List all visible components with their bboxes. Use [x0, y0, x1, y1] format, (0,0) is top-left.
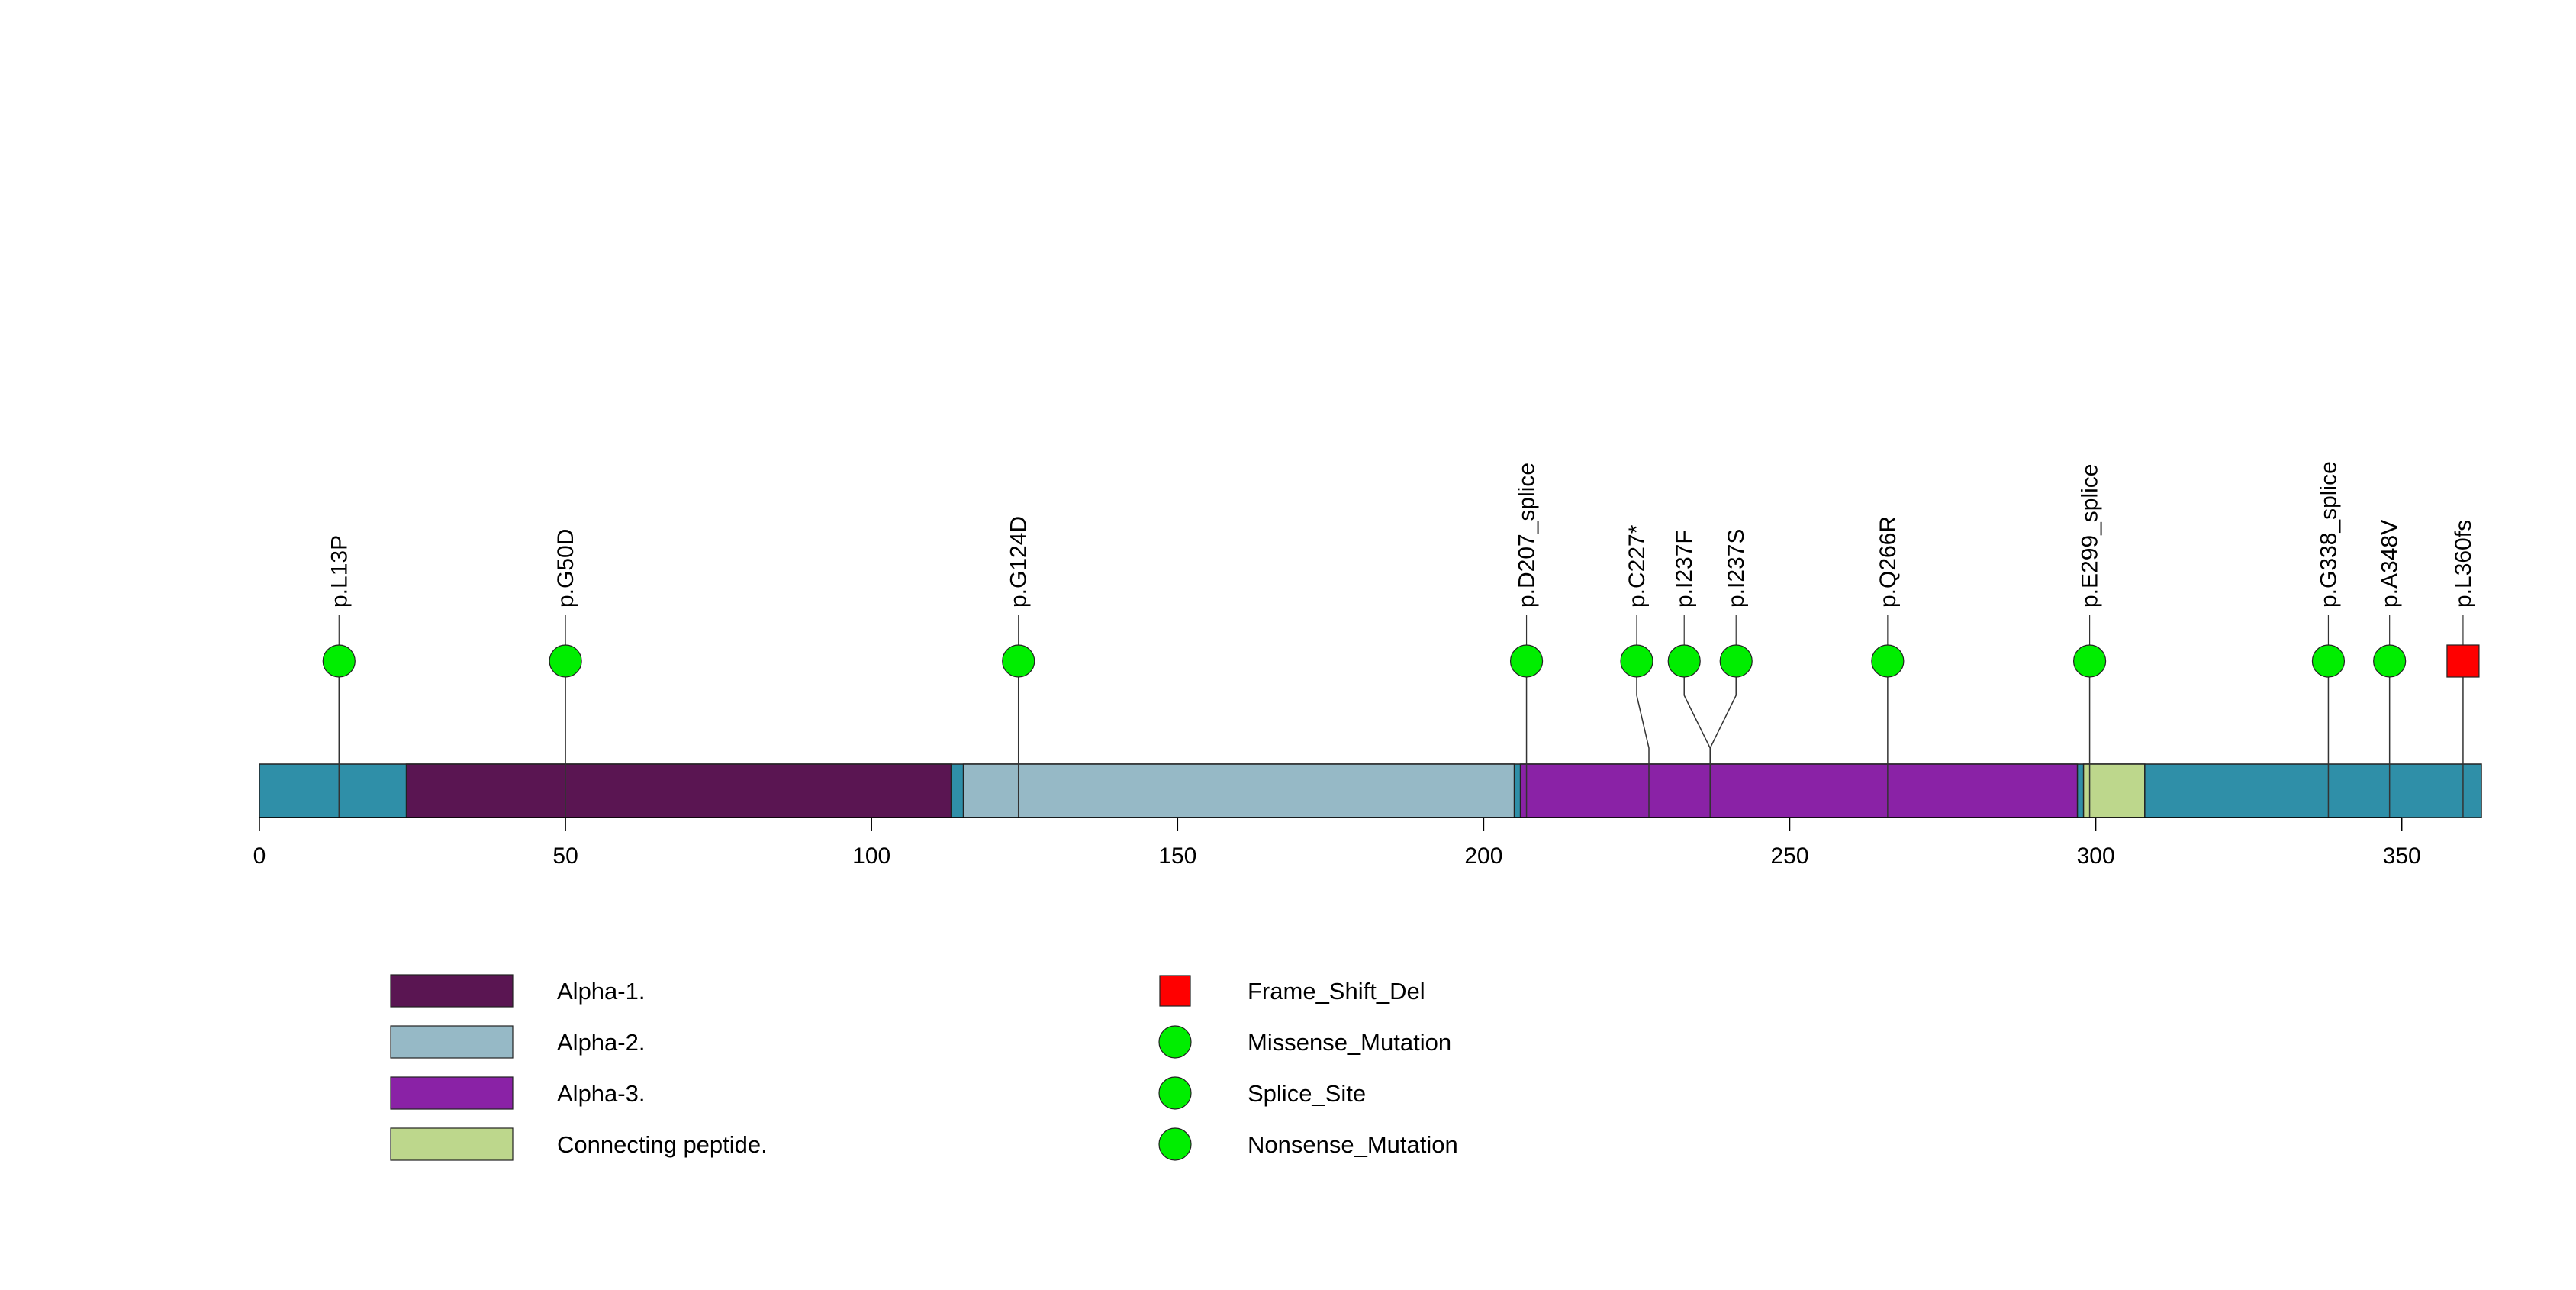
mutation-marker	[2373, 644, 2407, 678]
x-tick-label: 0	[253, 843, 266, 869]
mutation-label: p.Q266R	[1876, 516, 1901, 608]
mutation-stem	[1636, 661, 1650, 818]
mutation-legend-marker	[1158, 1025, 1192, 1059]
mutation-marker	[1002, 644, 1035, 678]
x-tick-label: 100	[852, 843, 890, 869]
mutation-label: p.E299_splice	[2078, 464, 2103, 608]
mutation-legend-label: Splice_Site	[1248, 1080, 1366, 1107]
domain-legend: Alpha-1. Alpha-2. Alpha-3. Connecting pepti…	[390, 974, 768, 1161]
mutation-marker	[1719, 644, 1753, 678]
x-tick-label: 300	[2077, 843, 2115, 869]
mutation-label: p.G50D	[553, 529, 578, 608]
domain-layer	[405, 763, 2146, 818]
mutation-legend: Frame_Shift_Del Missense_Mutation Splice_S…	[1158, 975, 1458, 1161]
domain-legend-swatch	[390, 974, 514, 1008]
mutation-label: p.G124D	[1006, 516, 1032, 608]
mutation-legend-label: Missense_Mutation	[1248, 1029, 1451, 1056]
mutation-legend-label: Nonsense_Mutation	[1248, 1131, 1458, 1158]
x-tick-label: 50	[552, 843, 578, 869]
mutation-marker	[1871, 644, 1905, 678]
mutation-marker	[2446, 644, 2480, 678]
mutation-legend-marker	[1158, 1127, 1192, 1161]
mutation-label: p.C227*	[1624, 524, 1650, 608]
domain-2	[962, 763, 1515, 818]
mutation-label: p.G338_splice	[2316, 461, 2341, 608]
mutation-stem-layer	[338, 615, 2464, 818]
mutation-label: p.L13P	[327, 535, 352, 608]
domain-legend-swatch	[390, 1025, 514, 1059]
mutation-label: p.I237S	[1724, 529, 1749, 608]
domain-4	[2082, 763, 2146, 818]
mutation-legend-marker	[1158, 1076, 1192, 1110]
domain-legend-swatch	[390, 1076, 514, 1110]
mutation-label: p.L360fs	[2451, 520, 2476, 608]
domain-legend-label: Alpha-3.	[557, 1080, 645, 1107]
mutation-label-layer: p.L13P p.G50D p.G124D p.D207_splice p.C227* p…	[327, 461, 2476, 608]
mutation-marker	[549, 644, 582, 678]
mutation-stem	[1709, 661, 1737, 818]
mutation-label: p.D207_splice	[1515, 463, 1540, 608]
mutation-legend-label: Frame_Shift_Del	[1248, 978, 1425, 1005]
mutation-marker	[1667, 644, 1701, 678]
mutation-marker	[322, 644, 356, 678]
domain-1	[405, 763, 952, 818]
x-axis: 0 50 100 150 200 250 300 350	[253, 817, 2421, 869]
mutation-label: p.A348V	[2378, 520, 2403, 608]
mutation-marker-layer	[322, 644, 2480, 678]
x-tick-label: 150	[1158, 843, 1196, 869]
x-tick-label: 250	[1770, 843, 1808, 869]
mutation-marker	[1509, 644, 1544, 678]
mutation-legend-marker	[1159, 975, 1191, 1007]
domain-3	[1519, 763, 2079, 818]
mutation-label: p.I237F	[1672, 530, 1697, 608]
x-tick-label: 200	[1464, 843, 1502, 869]
mutation-marker	[2072, 644, 2107, 678]
mutation-marker	[2311, 644, 2346, 678]
domain-legend-label: Alpha-1.	[557, 978, 645, 1005]
domain-legend-swatch	[390, 1127, 514, 1161]
x-tick-label: 350	[2383, 843, 2421, 869]
domain-legend-label: Alpha-2.	[557, 1029, 645, 1056]
domain-legend-label: Connecting peptide.	[557, 1131, 768, 1158]
mutation-marker	[1620, 644, 1653, 678]
